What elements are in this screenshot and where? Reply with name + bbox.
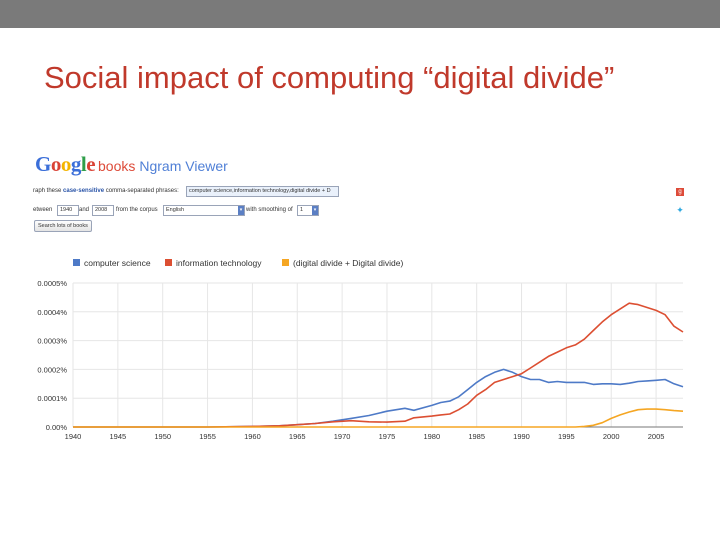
y-tick-label: 0.00% [46,423,68,432]
y-tick-label: 0.0004% [37,308,67,317]
legend-label: computer science [84,258,151,268]
series-line-computer-science [73,368,684,428]
legend-label: information technology [176,258,262,268]
y-tick-label: 0.0001% [37,394,67,403]
year-end-input[interactable]: 2008 [92,205,114,216]
legend-swatch [73,259,80,266]
legend-swatch [165,259,172,266]
x-tick-label: 1970 [334,432,351,441]
corpus-label: from the corpus [116,207,158,213]
x-tick-label: 2000 [603,432,620,441]
x-tick-label: 1945 [110,432,127,441]
google-logo: Google [35,152,96,176]
y-tick-label: 0.0002% [37,365,67,374]
x-tick-label: 1990 [513,432,530,441]
twitter-icon[interactable]: ✦ [676,205,684,215]
x-tick-label: 1950 [154,432,171,441]
smoothing-value: 1 [300,207,304,213]
legend-swatch [282,259,289,266]
legend-label: (digital divide + Digital divide) [293,258,403,268]
chevron-down-icon: ▾ [238,206,244,215]
y-tick-label: 0.0005% [37,279,67,288]
between-label: etween [33,207,53,213]
x-tick-label: 1995 [558,432,575,441]
ngram-viewer-screenshot: Google books Ngram Viewer raph these case-… [33,148,688,448]
books-logo: books [98,158,136,174]
google-plus-icon[interactable]: g [676,188,684,196]
chart-legend: computer science information technology (d… [73,258,403,268]
x-tick-label: 1940 [65,432,82,441]
phrases-input[interactable]: computer science,information technology,… [186,186,339,197]
top-bar [0,0,720,28]
y-tick-label: 0.0003% [37,337,67,346]
corpus-value: English [166,207,185,213]
series-line-digital-divide-digital-divide [73,408,684,428]
year-start-input[interactable]: 1940 [57,205,79,216]
x-tick-label: 1980 [423,432,440,441]
x-tick-label: 2005 [648,432,665,441]
smoothing-select[interactable]: 1 ▾ [297,205,319,216]
series-line-information-technology [73,302,684,428]
ngram-logo: Google books Ngram Viewer [35,152,228,177]
chevron-down-icon: ▾ [312,206,318,215]
ngram-chart: 0.00% 0.0001% 0.0002% 0.0003% 0.0004% 0.0005%… [37,258,684,441]
chart-series [73,302,684,428]
search-lots-of-books-button[interactable]: Search lots of books [34,220,92,232]
graph-phrases-label: raph these case-sensitive comma-separate… [33,188,179,194]
case-sensitive-link[interactable]: case-sensitive [63,188,105,194]
and-label: and [79,207,90,213]
x-tick-label: 1965 [289,432,306,441]
corpus-select[interactable]: English ▾ [163,205,245,216]
smoothing-label: with smoothing of [246,207,293,213]
x-tick-label: 1960 [244,432,261,441]
x-tick-label: 1975 [379,432,396,441]
ngram-viewer-title: Ngram Viewer [139,158,228,174]
x-tick-label: 1985 [468,432,485,441]
slide-title: Social impact of computing “digital divi… [44,60,615,95]
x-tick-label: 1955 [199,432,216,441]
chart-grid [72,282,683,428]
